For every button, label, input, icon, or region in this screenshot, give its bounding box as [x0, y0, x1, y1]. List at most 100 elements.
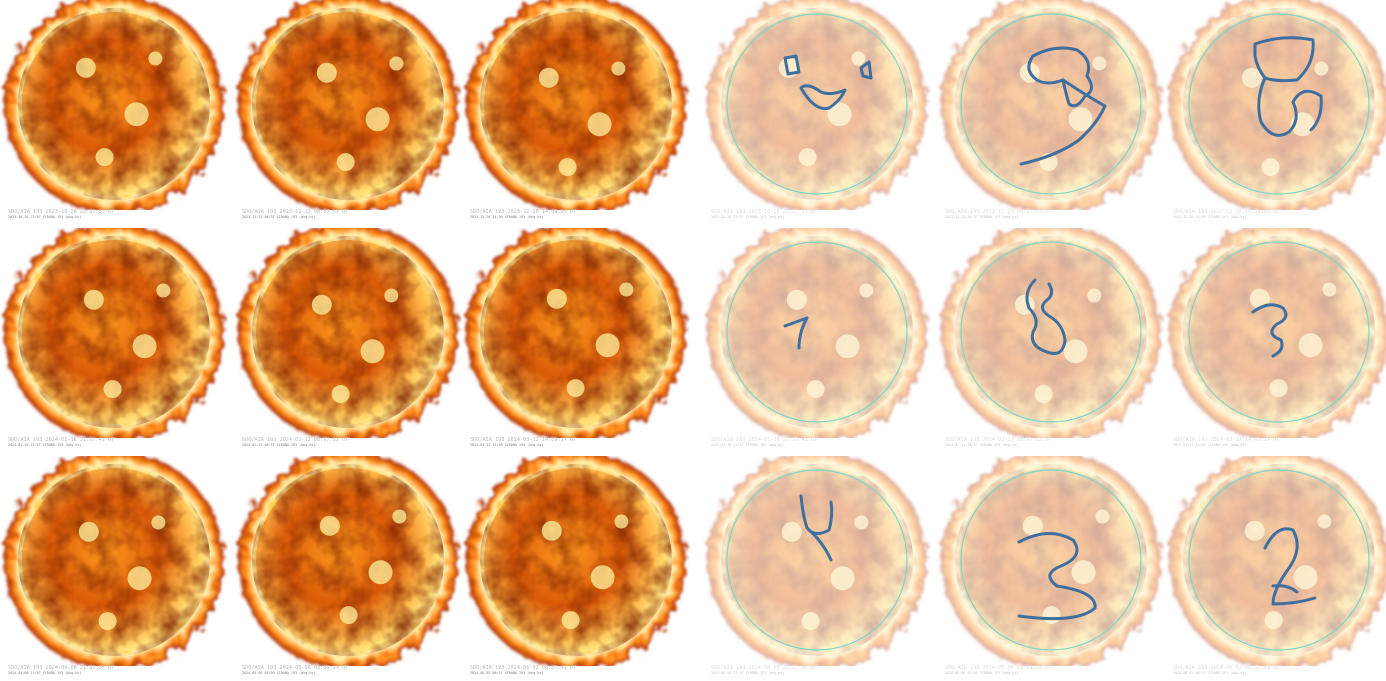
active-region: [538, 67, 559, 88]
image-caption: SDO/AIA 193 2023-11-23 08:57:53 UT 2023-1…: [242, 209, 349, 220]
image-caption: SDO/AIA 193 2024-06-02 08:57:41 UT 2024-0…: [1173, 665, 1279, 676]
digit-2-icon: [1263, 527, 1317, 606]
caption-instrument-line: SDO/AIA 193 2024-03-12 14:09:17 UT: [470, 437, 577, 443]
caption-instrument-line: SDO/AIA 193 2024-05-06 03:09:29 UT: [945, 665, 1052, 671]
active-region: [75, 57, 96, 78]
caption-source-line: 2023-10-26 23:57 SIRONA 193 (bkg-hs): [8, 215, 82, 220]
active-region: [103, 380, 122, 399]
original-panel: SDO/AIA 193 2024-03-12 14:09:17 UT 2024-0…: [462, 228, 690, 453]
active-region: [365, 107, 390, 132]
caption-instrument-line: SDO/AIA 193 2024-01-16 21:57:41 UT: [8, 437, 115, 443]
active-region: [619, 282, 634, 297]
caption-instrument-line: SDO/AIA 193 2023-11-23 08:57:53 UT: [242, 209, 349, 215]
caption-source-line: 2024-06-02 08:57 SIRONA 193 (bkg-hs): [470, 671, 544, 676]
annotated-panel: SDO/AIA 193 2024-06-02 08:57:41 UT 2024-0…: [1165, 456, 1386, 681]
active-region: [611, 61, 626, 76]
caption-source-line: 2024-05-06 03:09 SIRONA 193 (bkg-hs): [242, 671, 316, 676]
original-panel: SDO/AIA 193 2023-11-23 08:57:53 UT 2023-1…: [234, 0, 462, 225]
active-region: [392, 509, 407, 524]
active-region: [384, 288, 399, 303]
limb-circle: [1188, 13, 1370, 195]
digit-5-icon: [1251, 303, 1288, 358]
annotated-panel: SDO/AIA 193 2024-02-12 08:57:53 UT 2024-0…: [937, 228, 1165, 453]
sun-image: [236, 0, 460, 210]
sun-image: [937, 456, 1165, 666]
caption-instrument-line: SDO/AIA 193 2024-02-12 08:57:53 UT: [242, 437, 349, 443]
active-region: [83, 289, 104, 310]
caption-source-line: 2024-01-16 21:57 SIRONA 193 (bkg-hs): [8, 443, 82, 448]
active-region: [389, 56, 404, 71]
fade-overlay: [703, 456, 931, 666]
caption-source-line: 2024-02-12 08:57 SIRONA 193 (bkg-hs): [945, 443, 1019, 448]
caption-instrument-line: SDO/AIA 193 2024-03-12 14:09:17 UT: [1173, 437, 1280, 443]
digit-6-icon: [1025, 278, 1067, 355]
caption-source-line: 2024-06-02 08:57 SIRONA 193 (bkg-hs): [1173, 671, 1247, 676]
image-caption: SDO/AIA 193 2024-04-08 21:57:05 UT 2024-0…: [711, 665, 818, 676]
active-region: [151, 515, 166, 530]
fade-overlay: [937, 456, 1165, 666]
annotated-panel: SDO/AIA 193 2024-03-12 14:09:17 UT 2024-0…: [1165, 228, 1386, 453]
caption-instrument-line: SDO/AIA 193 2023-10-26 23:57:53 UT: [711, 209, 818, 215]
active-region: [546, 288, 567, 309]
digit-9-icon: [1019, 46, 1107, 166]
active-region: [127, 566, 152, 591]
active-region: [558, 158, 577, 177]
image-caption: SDO/AIA 193 2023-12-26 14:09:05 UT 2023-1…: [1173, 209, 1279, 220]
image-caption: SDO/AIA 193 2024-06-02 08:57:41 UT 2024-0…: [470, 665, 577, 676]
original-panel: SDO/AIA 193 2024-06-02 08:57:41 UT 2024-0…: [462, 456, 690, 681]
active-region: [78, 521, 99, 542]
active-region: [311, 294, 332, 315]
caption-source-line: 2024-05-06 03:09 SIRONA 193 (bkg-hs): [945, 671, 1019, 676]
image-caption: SDO/AIA 193 2024-01-16 21:57:41 UT 2024-0…: [8, 437, 115, 448]
caption-instrument-line: SDO/AIA 193 2024-06-02 08:57:41 UT: [470, 665, 577, 671]
smiley-face-icon: [783, 54, 873, 111]
sun-image: [464, 228, 688, 438]
active-region: [541, 520, 562, 541]
active-region: [614, 514, 629, 529]
sun-image: [703, 0, 931, 210]
image-caption: SDO/AIA 193 2024-02-12 08:57:53 UT 2024-0…: [945, 437, 1052, 448]
limb-circle: [960, 469, 1142, 651]
sun-image: [937, 228, 1165, 438]
image-caption: SDO/AIA 193 2024-04-08 21:57:05 UT 2024-0…: [8, 665, 115, 676]
caption-instrument-line: SDO/AIA 193 2023-12-26 14:09:05 UT: [470, 209, 577, 215]
limb-circle: [1188, 469, 1370, 651]
sun-image: [236, 228, 460, 438]
active-region: [360, 339, 385, 364]
sun-image: [1165, 228, 1386, 438]
annotated-image-grid: SDO/AIA 193 2023-10-26 23:57:53 UT 2023-1…: [703, 0, 1386, 675]
fade-overlay: [937, 0, 1165, 210]
sun-image: [703, 456, 931, 666]
active-region: [368, 560, 393, 585]
caption-instrument-line: SDO/AIA 193 2024-04-08 21:57:05 UT: [711, 665, 818, 671]
caption-instrument-line: SDO/AIA 193 2023-11-23 08:57:53 UT: [945, 209, 1052, 215]
active-region: [148, 51, 163, 66]
active-region: [156, 283, 171, 298]
original-panel: SDO/AIA 193 2024-02-12 08:57:53 UT 2024-0…: [234, 228, 462, 453]
caption-source-line: 2023-10-26 23:57 SIRONA 193 (bkg-hs): [711, 215, 785, 220]
original-panel: SDO/AIA 193 2024-04-08 21:57:05 UT 2024-0…: [0, 456, 228, 681]
limb-circle: [726, 13, 908, 195]
caption-source-line: 2024-04-08 21:57 SIRONA 193 (bkg-hs): [711, 671, 785, 676]
sun-image: [236, 456, 460, 666]
active-region: [132, 334, 157, 359]
limb-circle: [726, 469, 908, 651]
sun-image: [703, 228, 931, 438]
caption-instrument-line: SDO/AIA 193 2023-10-26 23:57:53 UT: [8, 209, 115, 215]
caption-source-line: 2023-12-26 14:09 SIRONA 193 (bkg-hs): [470, 215, 544, 220]
image-caption: SDO/AIA 193 2024-02-12 08:57:53 UT 2024-0…: [242, 437, 349, 448]
active-region: [336, 153, 355, 172]
digit-4-icon: [799, 494, 834, 562]
sun-image: [937, 0, 1165, 210]
active-region: [95, 148, 114, 167]
original-panel: SDO/AIA 193 2024-05-06 03:09:29 UT 2024-0…: [234, 456, 462, 681]
caption-instrument-line: SDO/AIA 193 2024-05-06 03:09:29 UT: [242, 665, 349, 671]
active-region: [590, 565, 615, 590]
active-region: [595, 333, 620, 358]
image-caption: SDO/AIA 193 2023-10-26 23:57:53 UT 2023-1…: [8, 209, 115, 220]
sun-image: [464, 0, 688, 210]
annotated-panel: SDO/AIA 193 2024-01-16 21:57:41 UT 2024-0…: [703, 228, 931, 453]
caption-instrument-line: SDO/AIA 193 2024-02-12 08:57:53 UT: [945, 437, 1052, 443]
caption-source-line: 2023-11-23 08:57 SIRONA 193 (bkg-hs): [945, 215, 1019, 220]
caption-instrument-line: SDO/AIA 193 2024-04-08 21:57:05 UT: [8, 665, 115, 671]
